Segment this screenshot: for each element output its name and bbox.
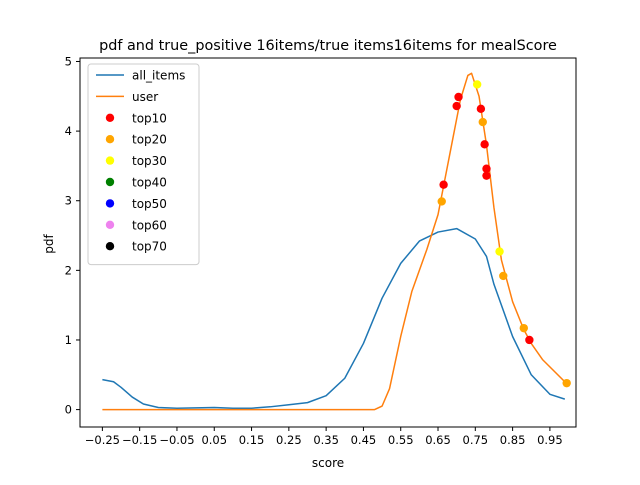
plot-area (102, 72, 571, 411)
x-axis-label: score (312, 456, 344, 470)
legend-swatch-top20 (105, 135, 115, 144)
legend-label-top10: top10 (132, 111, 167, 125)
axes-frame (79, 57, 577, 428)
point-top20-3 (519, 323, 528, 333)
y-tick-label: 1 (65, 333, 72, 347)
legend-label-top30: top30 (132, 154, 167, 168)
point-top30-1 (495, 247, 504, 256)
x-tick-label: 0.15 (239, 433, 265, 447)
x-tick-label: 0.95 (537, 433, 563, 447)
chart-title: pdf and true_positive 16items/true items… (99, 38, 557, 54)
legend-swatch-top10 (105, 113, 115, 123)
x-tick-label: 0.25 (276, 433, 302, 447)
y-axis-label: pdf (42, 234, 56, 254)
legend-swatch-top60 (105, 220, 115, 229)
legend-box (87, 63, 200, 266)
x-tick-label: 0.75 (463, 433, 489, 447)
point-top20-4 (562, 378, 571, 388)
x-axis: −0.25 −0.15 −0.05 0.05 0.15 0.25 0.35 0.45 0.55 0… (85, 427, 563, 447)
point-top10-1 (452, 101, 461, 111)
point-top10-0 (439, 180, 448, 189)
point-top10-7 (525, 335, 534, 345)
point-top10-5 (482, 164, 491, 173)
point-top10-6 (482, 171, 491, 180)
legend-swatch-top40 (105, 177, 115, 187)
point-top10-4 (480, 140, 489, 149)
x-tick-label: 0.45 (351, 433, 377, 447)
x-tick-label: 0.35 (313, 433, 339, 447)
y-tick-label: 4 (65, 124, 72, 138)
legend-label-user: user (132, 90, 158, 104)
x-tick-label: −0.05 (159, 433, 194, 447)
legend-label-all_items: all_items (132, 69, 185, 83)
point-top30-0 (472, 80, 482, 89)
point-top20-1 (478, 117, 487, 127)
legend-label-top70: top70 (132, 240, 167, 254)
point-top20-0 (437, 197, 446, 206)
legend-swatch-top70 (105, 242, 115, 251)
y-tick-label: 3 (65, 194, 72, 208)
series-line-all_items (102, 227, 566, 409)
x-tick-label: 0.85 (500, 433, 526, 447)
legend-swatch-top30 (105, 156, 115, 165)
legend-label-top60: top60 (132, 218, 167, 232)
point-top10-3 (476, 104, 486, 114)
legend-swatch-top50 (105, 199, 115, 208)
x-tick-label: 0.55 (388, 433, 414, 447)
x-tick-label: −0.25 (85, 433, 120, 447)
legend-label-top50: top50 (132, 197, 167, 211)
x-tick-label: 0.05 (201, 433, 227, 447)
point-top10-2 (454, 92, 463, 102)
y-axis: 0 1 2 3 4 5 (65, 54, 80, 417)
x-tick-label: 0.65 (425, 433, 451, 447)
y-tick-label: 2 (65, 263, 72, 277)
legend-label-top40: top40 (132, 176, 167, 190)
y-tick-label: 5 (65, 54, 72, 68)
x-tick-label: −0.15 (122, 433, 157, 447)
point-top20-2 (499, 271, 508, 281)
legend-label-top20: top20 (132, 133, 167, 147)
y-tick-label: 0 (65, 403, 72, 417)
